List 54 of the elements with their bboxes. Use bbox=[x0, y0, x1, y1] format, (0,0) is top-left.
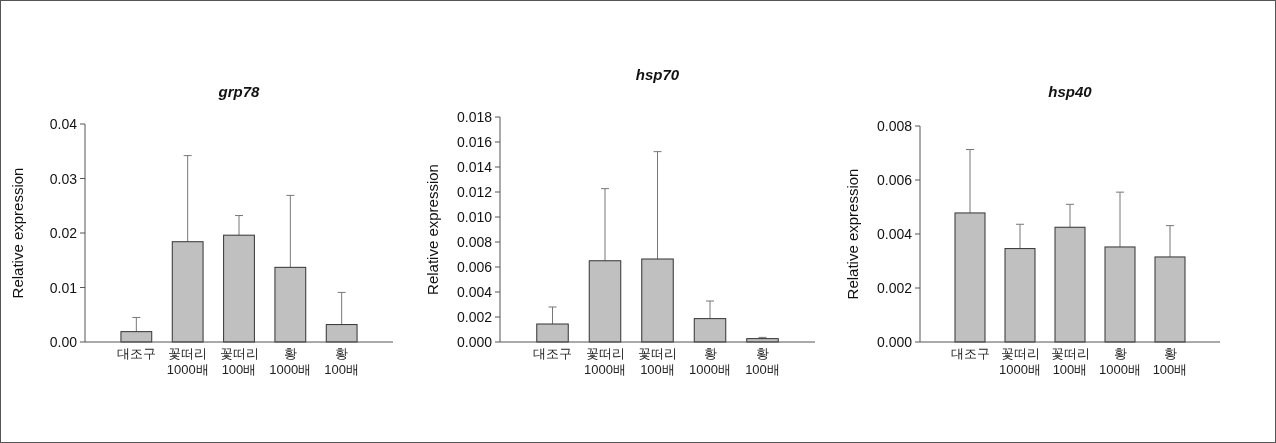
y-tick-label: 0.04 bbox=[49, 116, 78, 132]
y-tick-label: 0.006 bbox=[876, 172, 913, 188]
bar bbox=[954, 212, 986, 343]
y-tick-label: 0.01 bbox=[49, 279, 78, 296]
x-tick-label: 대조구 bbox=[950, 346, 990, 361]
y-axis-title: Relative expression bbox=[424, 164, 441, 295]
y-tick-label: 0.016 bbox=[456, 134, 493, 150]
x-tick-label: 황 1000배 bbox=[1099, 346, 1141, 377]
x-tick-label: 꽃떠리 1000배 bbox=[584, 346, 626, 377]
y-tick-label: 0.002 bbox=[876, 280, 913, 296]
bar bbox=[1004, 248, 1036, 343]
y-tick-label: 0.012 bbox=[456, 184, 493, 200]
x-tick-label: 황 1000배 bbox=[269, 346, 312, 377]
y-tick-label: 0.008 bbox=[876, 118, 913, 134]
bar bbox=[171, 241, 204, 343]
x-tick-label: 황 100배 bbox=[1152, 346, 1188, 377]
y-tick-label: 0.018 bbox=[456, 109, 493, 125]
bar bbox=[588, 260, 622, 343]
x-tick-label: 황 100배 bbox=[324, 346, 360, 377]
chart-title: hsp40 bbox=[1048, 83, 1093, 100]
x-tick-label: 꽃떠리 1000배 bbox=[166, 346, 209, 377]
x-tick-label: 대조구 bbox=[533, 346, 572, 361]
bar bbox=[1154, 256, 1186, 343]
y-tick-label: 0.03 bbox=[49, 170, 78, 187]
bar bbox=[1104, 246, 1136, 343]
bar bbox=[274, 266, 307, 343]
y-tick-label: 0.000 bbox=[456, 334, 493, 350]
y-tick-label: 0.00 bbox=[49, 334, 78, 350]
x-tick-label: 꽃떠리 1000배 bbox=[999, 346, 1041, 377]
y-tick-label: 0.014 bbox=[456, 159, 493, 175]
x-tick-label: 꽃떠리 100배 bbox=[219, 346, 259, 377]
y-tick-label: 0.006 bbox=[456, 259, 493, 275]
chart-title: hsp70 bbox=[635, 66, 680, 83]
y-tick-label: 0.010 bbox=[456, 209, 493, 225]
y-tick-label: 0.002 bbox=[456, 309, 493, 325]
y-tick-label: 0.004 bbox=[876, 226, 913, 242]
bar bbox=[641, 258, 674, 343]
y-tick-label: 0.000 bbox=[876, 334, 913, 350]
bar bbox=[223, 234, 255, 343]
y-axis-title: Relative expression bbox=[844, 168, 861, 300]
x-tick-label: 꽃떠리 100배 bbox=[1050, 346, 1090, 377]
bar bbox=[536, 323, 569, 343]
y-tick-label: 0.02 bbox=[49, 225, 78, 241]
y-tick-label: 0.004 bbox=[456, 284, 493, 300]
x-tick-label: 꽃떠리 100배 bbox=[638, 346, 677, 377]
bar bbox=[693, 318, 727, 343]
y-axis-title: Relative expression bbox=[9, 167, 26, 299]
x-tick-label: 황 100배 bbox=[745, 346, 780, 377]
x-tick-label: 황 1000배 bbox=[689, 346, 731, 377]
bar bbox=[325, 324, 358, 343]
bar bbox=[1054, 226, 1086, 343]
x-tick-label: 대조구 bbox=[116, 346, 156, 361]
chart-title: grp78 bbox=[217, 83, 261, 100]
y-tick-label: 0.008 bbox=[456, 234, 493, 250]
